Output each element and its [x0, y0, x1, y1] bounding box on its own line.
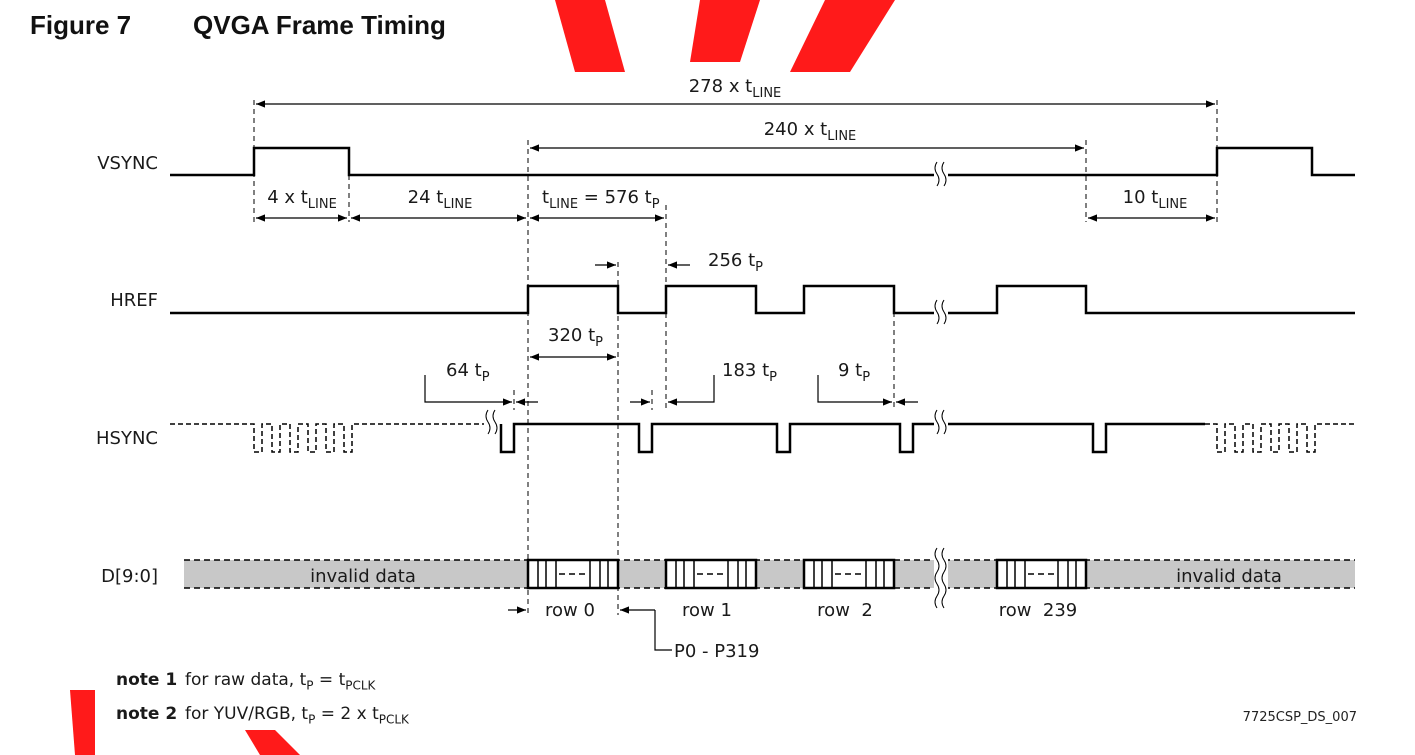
invalid-data-right: invalid data	[1176, 566, 1282, 587]
data-packet-row-239	[995, 558, 1088, 590]
label-64-tp: 64 tP	[446, 360, 490, 385]
hsync-waveform-invalid-left	[170, 423, 484, 453]
label-4-tline: 4 x tLINE	[267, 187, 337, 212]
note-1-text: for raw data, tP = tPCLK	[185, 670, 376, 693]
label-10-tline: 10 tLINE	[1123, 187, 1188, 212]
hsync-label: HSYNC	[96, 428, 158, 449]
label-tline-576-tp: tLINE = 576 tP	[542, 187, 660, 212]
figure-title: QVGA Frame Timing	[193, 10, 446, 40]
data-packet-row-1	[664, 558, 758, 590]
hsync-waveform	[499, 422, 1205, 454]
document-id: 7725CSP_DS_007	[1242, 710, 1357, 725]
label-24-tline: 24 tLINE	[408, 187, 473, 212]
data-packet-row-0	[526, 558, 620, 590]
label-320-tp: 320 tP	[548, 325, 603, 350]
hsync-waveform-invalid-right	[1205, 423, 1355, 453]
href-break	[934, 299, 947, 325]
hsync-breaks	[485, 409, 947, 435]
note-2-key: note 2	[116, 704, 178, 724]
pixels-label: P0 - P319	[674, 641, 759, 662]
dimension-arrows	[256, 100, 1215, 651]
data-bus	[184, 559, 1355, 589]
href-label: HREF	[110, 290, 158, 311]
href-waveform	[170, 284, 1355, 315]
vsync-label: VSYNC	[97, 153, 158, 174]
label-278-tline: 278 x tLINE	[689, 76, 782, 101]
watermark	[70, 0, 895, 755]
data-packet-row-2	[802, 558, 896, 590]
row-2-label: row 2	[817, 600, 873, 621]
label-256-tp: 256 tP	[708, 250, 763, 275]
note-2-text: for YUV/RGB, tP = 2 x tPCLK	[185, 704, 409, 727]
row-1-label: row 1	[682, 600, 732, 621]
label-183-tp: 183 tP	[722, 360, 777, 385]
vsync-break	[934, 161, 947, 187]
figure-number: Figure 7	[30, 10, 132, 40]
data-bus-break	[934, 547, 948, 609]
reference-lines	[253, 100, 1218, 615]
vsync-waveform	[170, 146, 1355, 177]
row-0-label: row 0	[545, 600, 595, 621]
note-1-key: note 1	[116, 670, 178, 690]
row-239-label: row 239	[999, 600, 1078, 621]
label-240-tline: 240 x tLINE	[764, 119, 857, 144]
label-9-tp: 9 tP	[838, 360, 870, 385]
data-bus-label: D[9:0]	[101, 566, 158, 587]
invalid-data-left: invalid data	[310, 566, 416, 587]
